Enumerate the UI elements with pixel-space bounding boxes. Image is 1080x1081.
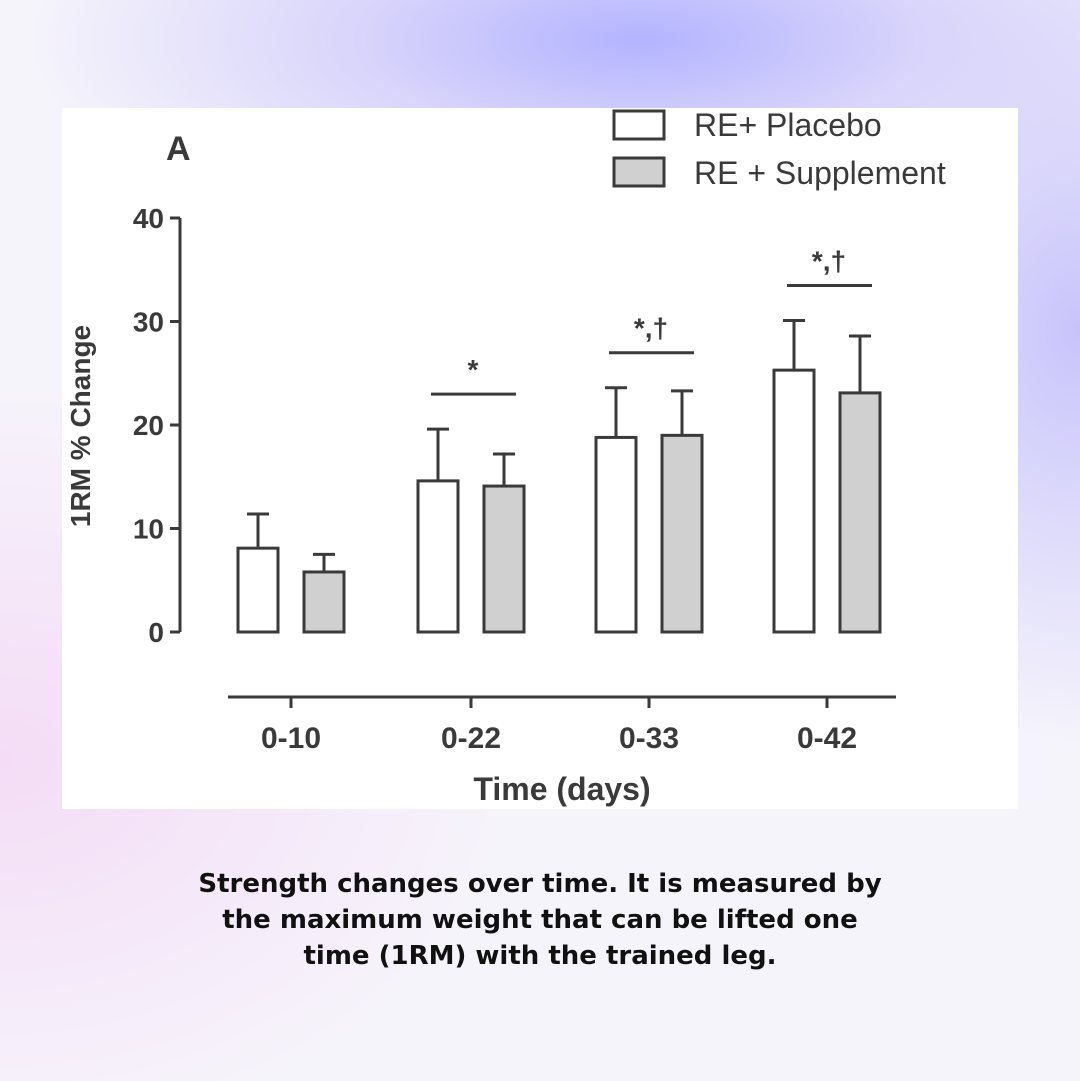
bar <box>302 570 346 634</box>
bar <box>236 546 280 634</box>
x-tick-label: 0-10 <box>261 722 321 755</box>
bar <box>594 435 638 634</box>
chart-figure: A RE+ Placebo RE + Supplement 1RM % Chan… <box>62 108 1018 809</box>
y-tick-label: 0 <box>148 617 164 648</box>
legend-swatch-supplement <box>612 156 666 188</box>
bar <box>838 391 882 634</box>
x-axis-title: Time (days) <box>473 771 650 807</box>
significance-label: * <box>468 354 479 385</box>
x-tick-label: 0-22 <box>441 722 501 755</box>
x-tick-label: 0-42 <box>797 722 857 755</box>
legend-label-placebo: RE+ Placebo <box>694 108 882 143</box>
x-tick-label: 0-33 <box>619 722 679 755</box>
bar-chart: A RE+ Placebo RE + Supplement 1RM % Chan… <box>65 108 946 807</box>
y-axis-title: 1RM % Change <box>65 325 96 527</box>
legend-label-supplement: RE + Supplement <box>694 155 946 191</box>
y-tick-label: 30 <box>133 307 164 338</box>
bar <box>482 484 526 634</box>
caption-line-1: Strength changes over time. It is measur… <box>198 869 882 899</box>
caption-line-2: the maximum weight that can be lifted on… <box>222 905 858 935</box>
legend-swatch-placebo <box>612 109 666 141</box>
bar <box>772 368 816 634</box>
plot-area: 0 10 20 30 40 0-10 0-22 * 0-33 *,† 0-42 *,† <box>133 203 882 755</box>
significance-label: *,† <box>634 313 668 344</box>
bar <box>660 433 704 634</box>
legend: RE+ Placebo RE + Supplement <box>612 108 946 191</box>
y-tick-label: 40 <box>133 203 164 234</box>
caption-line-3: time (1RM) with the trained leg. <box>303 941 777 971</box>
y-tick-label: 20 <box>133 410 164 441</box>
figure-caption: Strength changes over time. It is measur… <box>140 866 940 974</box>
y-tick-label: 10 <box>133 514 164 545</box>
bar <box>416 479 460 634</box>
significance-label: *,† <box>812 245 846 276</box>
panel-label: A <box>166 130 191 168</box>
